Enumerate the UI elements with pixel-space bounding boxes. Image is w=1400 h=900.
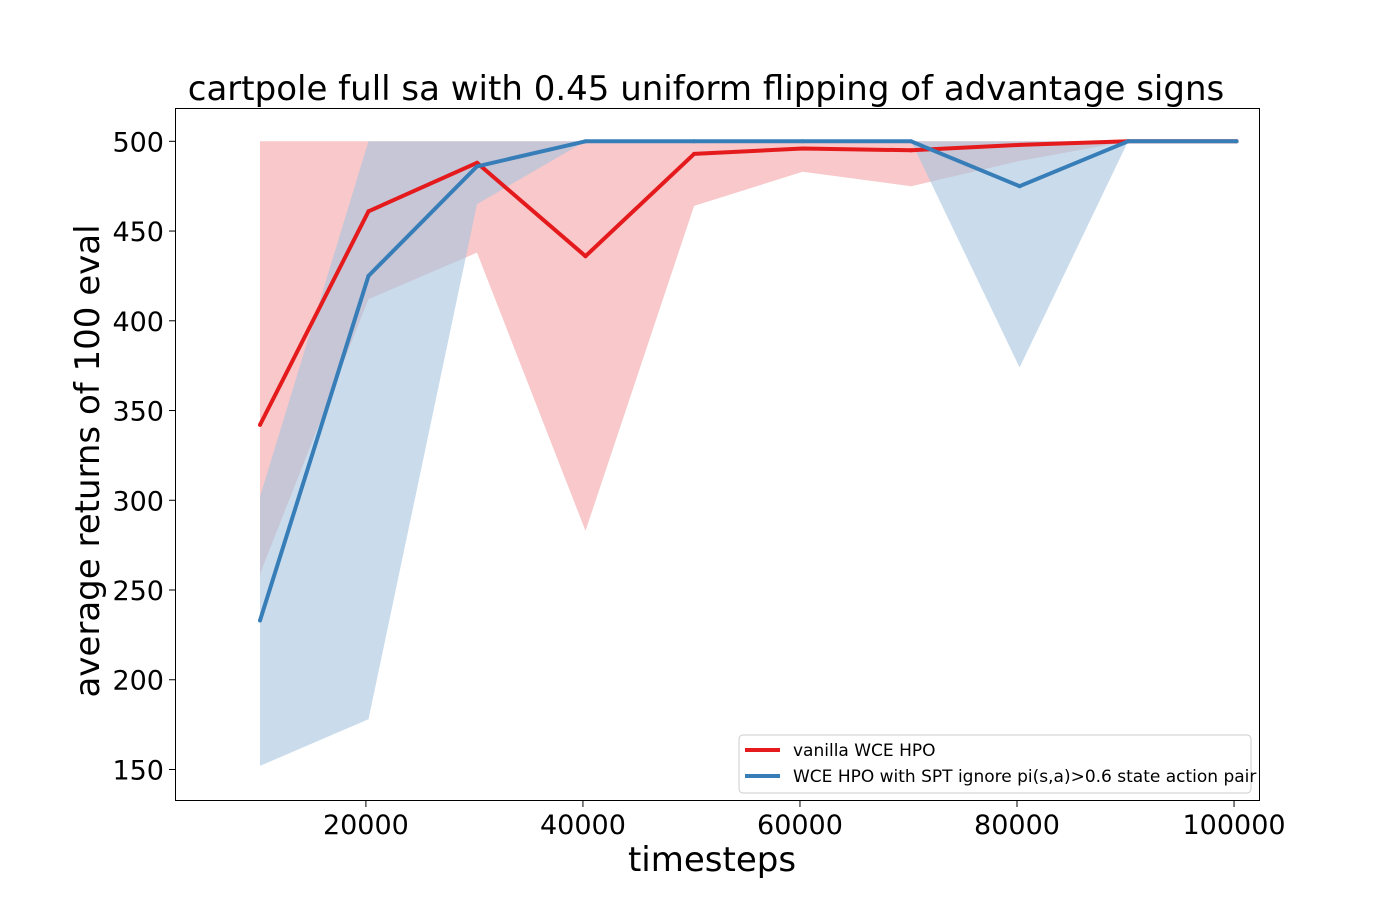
y-axis: 150 200 250 300 350 400 450 500 [112,127,176,786]
y-tick-label: 250 [112,576,164,607]
x-tick-label: 100000 [1183,810,1286,841]
plot-frame [175,108,1260,801]
line-series-2 [258,139,1237,622]
data-point [1126,139,1131,144]
y-tick-label: 450 [112,217,164,248]
x-tick-label: 80000 [974,810,1060,841]
legend: vanilla WCE HPO WCE HPO with SPT ignore p… [738,734,1256,794]
data-point [800,139,805,144]
data-point [583,254,588,259]
data-point [475,164,479,169]
data-point [1017,142,1022,147]
x-tick-label: 60000 [757,810,843,841]
data-point [475,160,479,165]
data-point [366,209,371,214]
data-point [366,273,371,278]
x-axis: 20000 40000 60000 80000 100000 [323,800,1286,841]
y-tick-label: 150 [112,755,164,786]
y-tick-label: 500 [112,127,164,158]
y-tick-label: 200 [112,666,164,697]
y-tick-label: 350 [112,397,164,428]
band-series-2 [260,141,1237,766]
legend-label-series-1: vanilla WCE HPO [793,741,935,761]
data-point [583,139,588,144]
data-point [258,618,262,623]
data-point [258,422,262,427]
data-point [1017,184,1022,189]
x-tick-label: 40000 [540,810,626,841]
data-point [909,148,914,153]
y-axis-title: average returns of 100 eval [68,224,108,697]
line-series-1 [258,139,1237,426]
x-tick-label: 20000 [323,810,409,841]
chart-title: cartpole full sa with 0.45 uniform flipp… [188,69,1224,109]
y-tick-label: 400 [112,307,164,338]
data-point [800,146,805,151]
data-point [909,139,914,144]
y-tick-label: 300 [112,486,164,517]
legend-label-series-2: WCE HPO with SPT ignore pi(s,a)>0.6 stat… [793,767,1256,787]
x-axis-title: timesteps [628,840,796,880]
data-point [1234,139,1239,144]
data-point [692,151,697,156]
legend-frame [738,734,1252,794]
confidence-bands [260,141,1237,766]
series-lines [258,139,1239,623]
data-point [692,139,697,144]
band-series-1 [260,141,1237,574]
